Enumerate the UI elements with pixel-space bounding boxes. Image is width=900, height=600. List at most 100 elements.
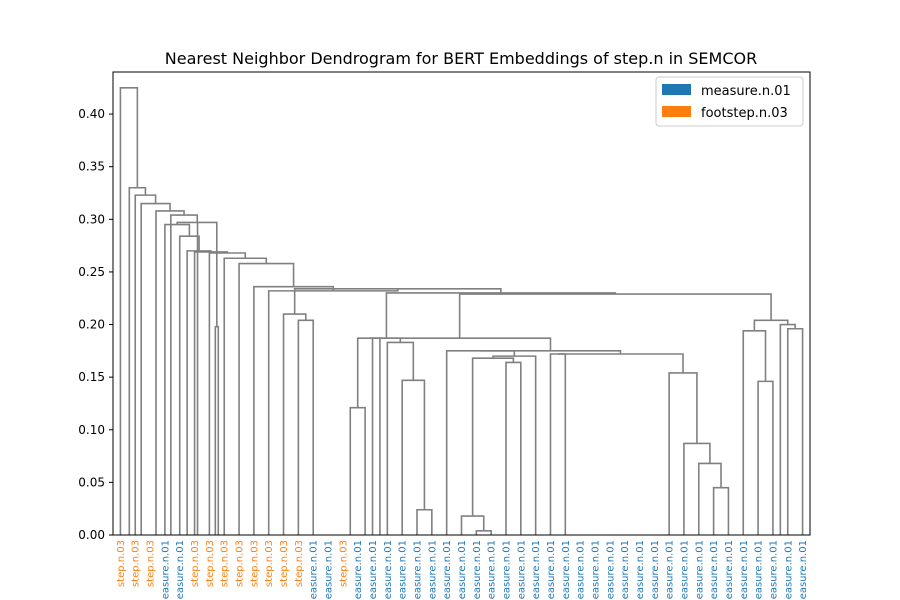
dendrogram-link xyxy=(757,380,774,535)
dendrogram-links xyxy=(119,86,804,535)
dendrogram-link xyxy=(253,285,335,535)
legend-box xyxy=(655,76,804,127)
leaf-label: measure.n.01 xyxy=(620,540,631,600)
dendrogram-link xyxy=(492,355,537,535)
y-tick-label: 0.25 xyxy=(78,265,105,279)
dendrogram-link xyxy=(128,186,147,535)
leaf-label: measure.n.01 xyxy=(724,540,735,600)
leaf-label: step.n.03 xyxy=(338,540,349,587)
leaf-label: measure.n.01 xyxy=(457,540,468,600)
dendrogram-link xyxy=(557,353,684,373)
dendrogram-link xyxy=(119,86,139,535)
leaf-labels: step.n.03 step.n.03 step.n.03 measure.n.01 m… xyxy=(116,540,809,600)
dendrogram-link xyxy=(712,486,730,535)
dendrogram-link xyxy=(238,262,295,535)
leaf-label: measure.n.01 xyxy=(324,540,335,600)
leaf-label: measure.n.01 xyxy=(709,540,720,600)
y-tick-label: 0.40 xyxy=(78,107,105,121)
y-axis: 0.00 0.05 0.10 0.15 0.20 0.25 0.30 0.35 0.40 xyxy=(78,107,113,542)
leaf-label: measure.n.01 xyxy=(160,540,171,600)
dendrogram-link xyxy=(505,361,522,535)
dendrogram-link xyxy=(371,337,402,535)
y-tick-label: 0.00 xyxy=(78,528,105,542)
leaf-label: measure.n.01 xyxy=(739,540,750,600)
legend-swatch-footstep xyxy=(662,106,691,117)
dendrogram-link xyxy=(164,223,191,535)
plot-frame xyxy=(112,71,811,536)
leaf-label: measure.n.01 xyxy=(501,540,512,600)
leaf-label: measure.n.01 xyxy=(783,540,794,600)
dendrogram-link xyxy=(697,462,722,535)
dendrogram-link xyxy=(356,337,381,535)
leaf-label: step.n.03 xyxy=(205,540,216,587)
leaf-label: measure.n.01 xyxy=(694,540,705,600)
leaf-label: measure.n.01 xyxy=(442,540,453,600)
dendrogram-link xyxy=(368,337,552,351)
dendrogram-link xyxy=(223,257,268,535)
leaf-label: measure.n.01 xyxy=(368,540,379,600)
dendrogram-link xyxy=(416,508,433,535)
dendrogram-link xyxy=(401,379,426,535)
legend-swatch-measure xyxy=(662,84,691,95)
leaf-label: step.n.03 xyxy=(279,540,290,587)
leaf-label: measure.n.01 xyxy=(665,540,676,600)
dendrogram-link xyxy=(214,325,220,535)
dendrogram-link xyxy=(282,313,307,535)
leaf-label: step.n.03 xyxy=(116,540,127,587)
leaf-label: step.n.03 xyxy=(235,540,246,587)
legend-label-measure: measure.n.01 xyxy=(701,84,791,99)
dendrogram-link xyxy=(349,406,366,535)
leaf-label: measure.n.01 xyxy=(516,540,527,600)
dendrogram-link xyxy=(193,251,229,535)
y-tick-label: 0.20 xyxy=(78,318,105,332)
leaf-label: measure.n.01 xyxy=(427,540,438,600)
dendrogram-link xyxy=(186,250,212,535)
dendrogram-link xyxy=(178,235,200,535)
leaf-label: step.n.03 xyxy=(249,540,260,587)
y-tick-label: 0.35 xyxy=(78,160,105,174)
dendrogram-link xyxy=(753,319,789,331)
leaf-label: measure.n.01 xyxy=(561,540,572,600)
leaf-label: measure.n.01 xyxy=(531,540,542,600)
dendrogram-link xyxy=(471,357,515,517)
leaf-label: measure.n.01 xyxy=(383,540,394,600)
leaf-label: measure.n.01 xyxy=(487,540,498,600)
leaf-label: step.n.03 xyxy=(146,540,157,587)
y-tick-label: 0.15 xyxy=(78,370,105,384)
leaf-label: measure.n.01 xyxy=(635,540,646,600)
y-tick-label: 0.05 xyxy=(78,475,105,489)
dendrogram-link xyxy=(480,350,622,355)
dendrogram-link xyxy=(267,288,399,535)
dendrogram-link xyxy=(134,194,157,535)
leaf-label: measure.n.01 xyxy=(605,540,616,600)
dendrogram-link xyxy=(386,341,415,535)
dendrogram-link xyxy=(297,319,315,535)
y-tick-label: 0.10 xyxy=(78,423,105,437)
chart-title: Nearest Neighbor Dendrogram for BERT Emb… xyxy=(165,49,757,68)
leaf-label: measure.n.01 xyxy=(754,540,765,600)
leaf-label: measure.n.01 xyxy=(650,540,661,600)
leaf-label: measure.n.01 xyxy=(768,540,779,600)
dendrogram-link xyxy=(742,330,767,535)
dendrogram-link xyxy=(475,529,492,535)
leaf-label: measure.n.01 xyxy=(472,540,483,600)
dendrogram-link xyxy=(385,292,617,339)
leaf-label: measure.n.01 xyxy=(798,540,809,600)
dendrogram-link xyxy=(445,350,516,535)
legend: measure.n.01 footstep.n.03 xyxy=(655,76,804,127)
legend-label-footstep: footstep.n.03 xyxy=(701,106,788,121)
y-tick-label: 0.30 xyxy=(78,212,105,226)
leaf-label: step.n.03 xyxy=(264,540,275,587)
dendrogram-link xyxy=(170,214,199,535)
dendrogram-link xyxy=(460,515,485,535)
dendrogram-link xyxy=(196,221,199,535)
leaf-label: measure.n.01 xyxy=(353,540,364,600)
leaf-label: measure.n.01 xyxy=(309,540,320,600)
dendrogram-link xyxy=(208,252,247,535)
dendrogram-link xyxy=(458,293,772,339)
leaf-label: step.n.03 xyxy=(294,540,305,587)
dendrogram-link xyxy=(683,442,711,535)
leaf-label: step.n.03 xyxy=(220,540,231,587)
dendrogram-link xyxy=(668,372,698,535)
